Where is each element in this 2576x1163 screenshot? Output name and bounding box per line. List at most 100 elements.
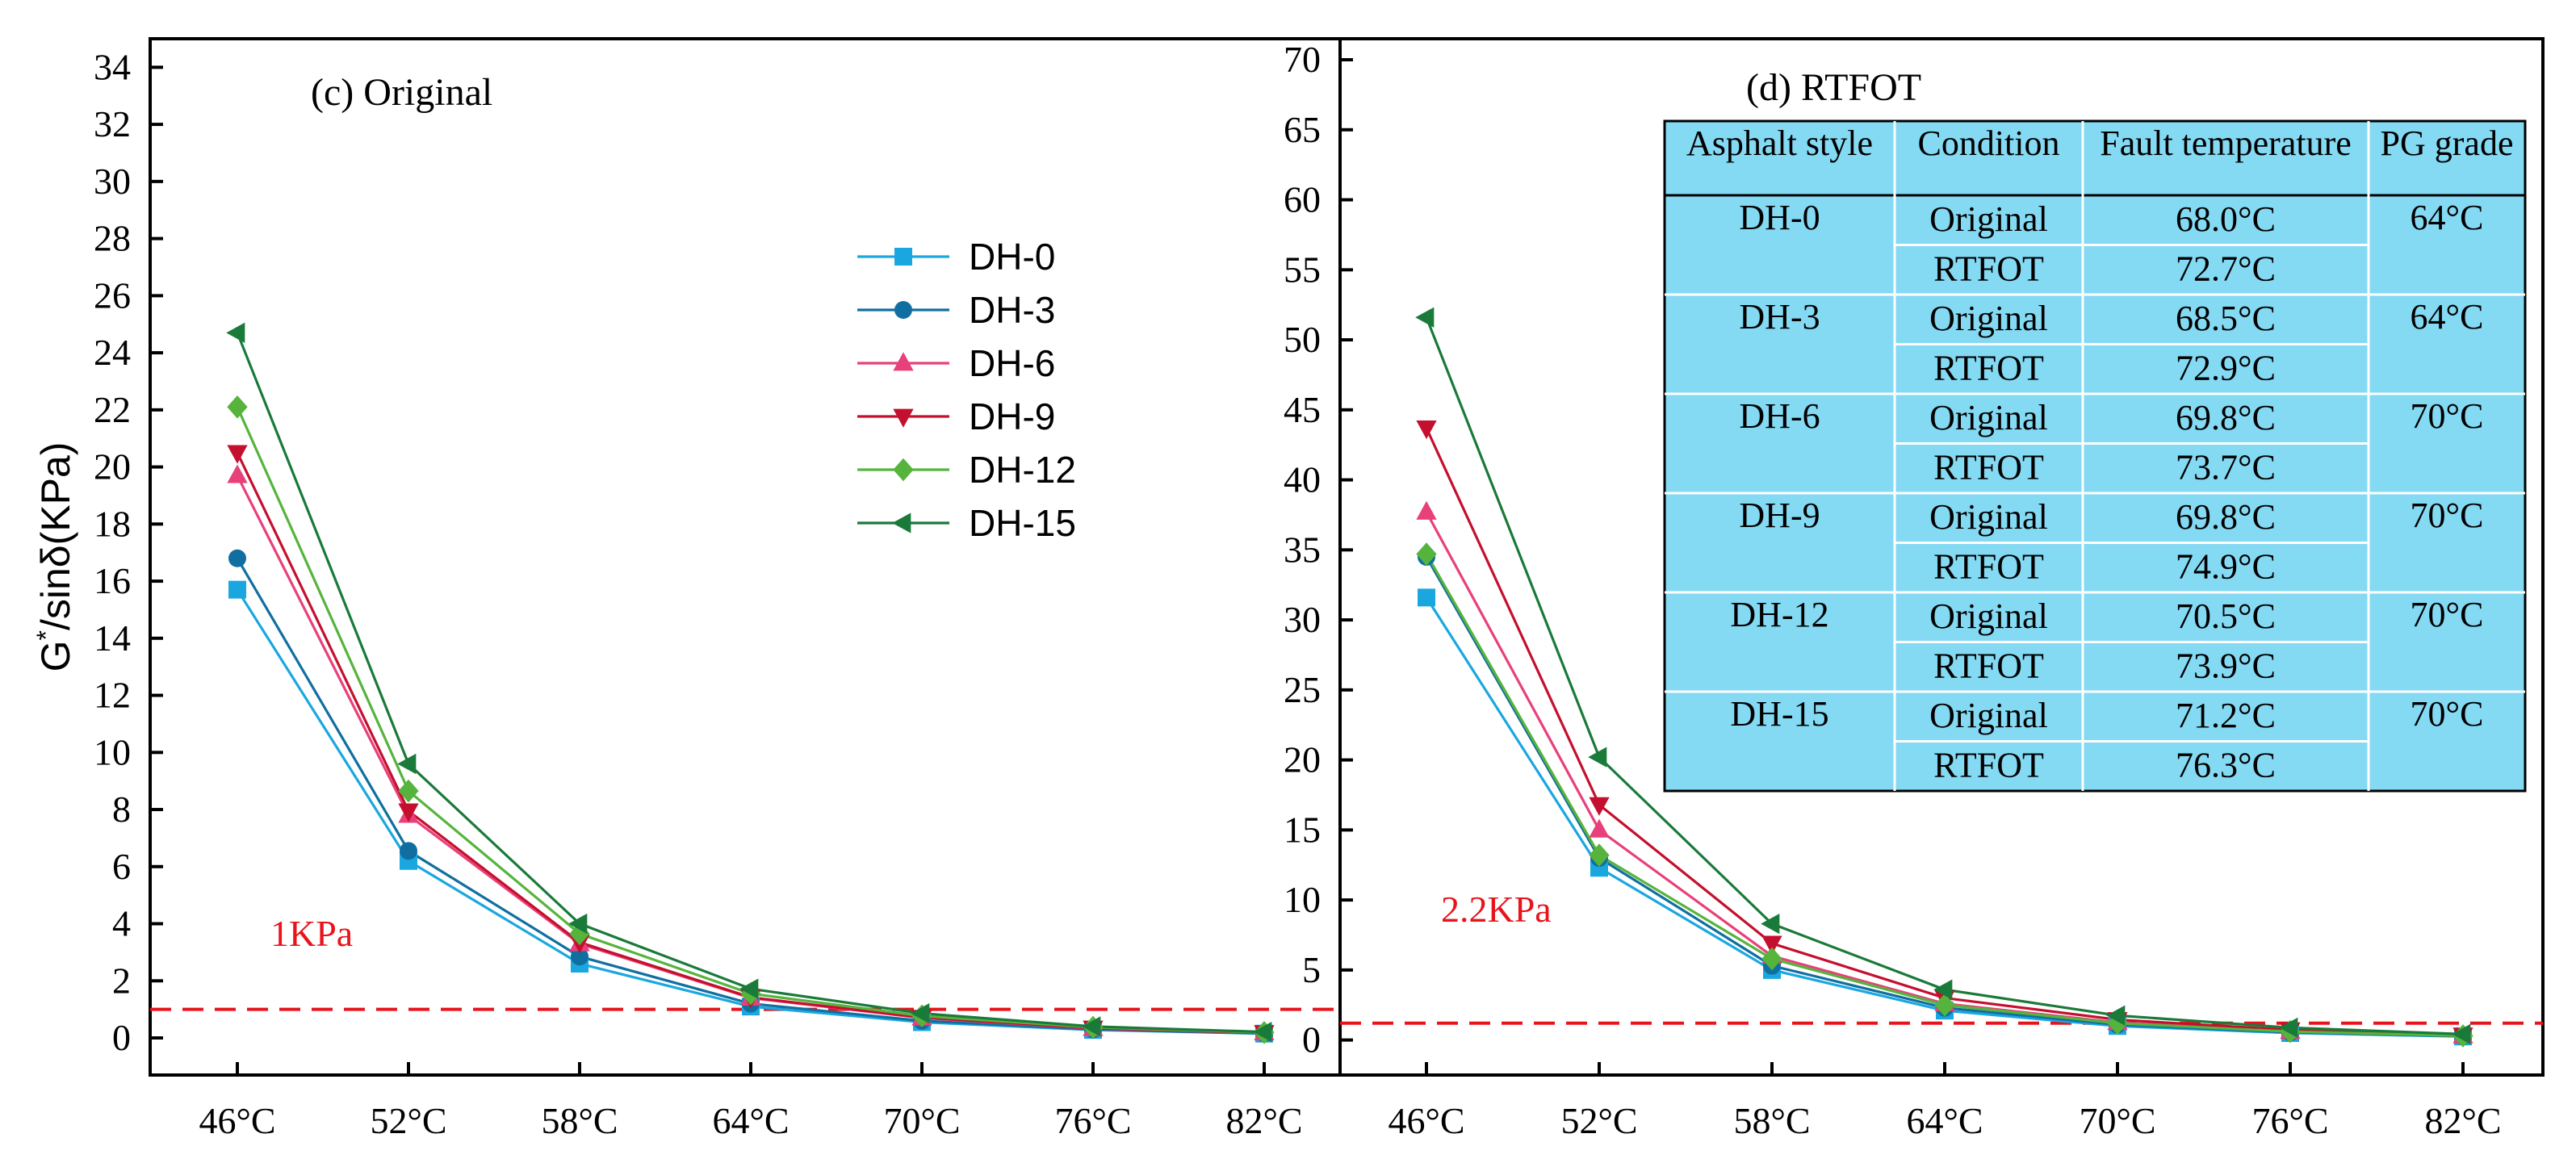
legend-item-dh-3: DH-3: [857, 289, 1055, 331]
panel-d-ytick-label: 0: [1302, 1019, 1321, 1061]
panel-c-point-dh-3-2: [571, 948, 589, 966]
table-background: [1663, 119, 2527, 793]
legend: DH-0 DH-3 DH-6 DH-9 DH-12 DH-15: [857, 236, 1076, 544]
panel-d-xtick-label: 76°C: [2251, 1100, 2328, 1141]
panel-d-point-dh-12-3: [1934, 993, 1955, 1017]
panel-d-xtick-label: 46°C: [1388, 1100, 1464, 1141]
table-cell-style: DH-0: [1739, 198, 1820, 237]
panel-c-ytick-label: 10: [94, 731, 131, 772]
table-cell-temp: 72.9°C: [2176, 349, 2276, 388]
panel-d-xtick-label: 64°C: [1906, 1100, 1983, 1141]
panel-c-point-dh-15-4: [911, 1002, 930, 1024]
table-cell-condition: Original: [1929, 696, 2048, 735]
panel-d-point-dh-15-1: [1588, 747, 1607, 768]
table-cell-condition: Original: [1929, 398, 2048, 437]
table-cell-condition: Original: [1929, 497, 2048, 537]
panel-c-ytick-label: 6: [112, 846, 131, 887]
panel-d-xtick-label: 82°C: [2424, 1100, 2501, 1141]
y-axis-label: G*/sinδ(KPa): [31, 442, 78, 672]
panel-c-series-line-dh-0: [236, 588, 1265, 1035]
panel-c-xtick-label: 70°C: [883, 1100, 960, 1141]
panel-d-series: [1415, 307, 2473, 1048]
panel-d-point-dh-15-0: [1415, 307, 1435, 328]
panel-d-ytick-label: 35: [1284, 529, 1321, 570]
panel-c-series: [226, 322, 1275, 1044]
legend-label: DH-6: [969, 342, 1055, 384]
panel-d-rtfot: 0 5 10 15 20 25 30 35 40 45 50 55 60 65 70 46°C 52°C 58°C…: [1284, 37, 2545, 1141]
panel-d-ytick-label: 25: [1284, 669, 1321, 710]
panel-c-point-dh-15-2: [568, 913, 588, 935]
legend-swatch-marker: [894, 248, 912, 266]
pg-grade-table: Asphalt style Condition Fault temperature P…: [1663, 119, 2527, 793]
panel-c-point-dh-15-1: [397, 753, 417, 775]
table-cell-temp: 73.7°C: [2176, 448, 2276, 487]
panel-c-point-dh-3-0: [228, 549, 246, 567]
panel-c-ytick-label: 16: [94, 560, 131, 601]
table-header-cell: Condition: [1917, 123, 2059, 163]
panel-d-ytick-label: 70: [1284, 39, 1321, 80]
table-cell-condition: RTFOT: [1933, 547, 2044, 587]
table-cell-temp: 71.2°C: [2176, 696, 2276, 735]
panel-c-point-dh-12-0: [227, 395, 248, 419]
table-cell-condition: RTFOT: [1933, 646, 2044, 686]
panel-c-point-dh-9-1: [398, 803, 419, 822]
panel-c-ytick-label: 26: [94, 274, 131, 316]
table-cell-condition: RTFOT: [1933, 448, 2044, 487]
panel-d-point-dh-15-4: [2106, 1005, 2126, 1026]
panel-d-ytick-label: 55: [1284, 249, 1321, 290]
panel-c-ytick-label: 28: [94, 218, 131, 259]
panel-c-ytick-label: 12: [94, 675, 131, 716]
panel-c-point-dh-12-1: [398, 779, 419, 803]
table-cell-condition: Original: [1929, 596, 2048, 636]
legend-label: DH-3: [969, 289, 1055, 331]
table-cell-pg: 70°C: [2411, 595, 2484, 634]
panel-d-point-dh-15-2: [1761, 913, 1780, 935]
panel-c-point-dh-15-0: [226, 322, 245, 343]
panel-c-xtick-label: 58°C: [541, 1100, 618, 1141]
table-cell-temp: 73.9°C: [2176, 646, 2276, 686]
legend-label: DH-9: [969, 395, 1055, 437]
panel-c-series-line-dh-15: [236, 332, 1265, 1034]
panel-c-ytick-label: 18: [94, 503, 131, 544]
panel-c-title: (c) Original: [311, 71, 492, 114]
table-cell-pg: 64°C: [2411, 297, 2484, 337]
panel-d-ytick-label: 5: [1302, 949, 1321, 990]
table-cell-condition: RTFOT: [1933, 249, 2044, 289]
panel-c-series-line-dh-3: [236, 557, 1265, 1035]
legend-swatch-marker: [894, 301, 912, 319]
panel-c-ytick-label: 2: [112, 960, 131, 1001]
panel-c-point-dh-9-0: [227, 445, 248, 464]
panel-c-ytick-label: 22: [94, 389, 131, 430]
legend-item-dh-12: DH-12: [857, 449, 1076, 491]
table-cell-style: DH-6: [1739, 396, 1820, 436]
panel-d-ytick-label: 65: [1284, 109, 1321, 150]
table-header-cell: Asphalt style: [1686, 123, 1873, 163]
table-cell-temp: 72.7°C: [2176, 249, 2276, 289]
panel-c-ytick-label: 20: [94, 446, 131, 487]
y-axis-label-sup: *: [31, 630, 61, 640]
table-cell-pg: 70°C: [2411, 396, 2484, 436]
legend-item-dh-6: DH-6: [857, 342, 1055, 384]
table-cell-temp: 76.3°C: [2176, 746, 2276, 785]
panel-d-threshold-label: 2.2KPa: [1441, 889, 1552, 930]
table-cell-pg: 64°C: [2411, 198, 2484, 237]
legend-swatch-marker: [892, 512, 911, 533]
panel-c-xtick-label: 46°C: [199, 1100, 275, 1141]
table-cell-temp: 68.5°C: [2176, 299, 2276, 338]
panel-d-point-dh-15-5: [2279, 1017, 2298, 1039]
table-cell-style: DH-9: [1739, 496, 1820, 535]
panel-d-xtick-label: 58°C: [1733, 1100, 1810, 1141]
panel-c-ytick-label: 34: [94, 46, 131, 87]
table-cell-condition: RTFOT: [1933, 746, 2044, 785]
panel-d-point-dh-0-0: [1418, 588, 1435, 607]
legend-swatch-marker: [893, 352, 914, 371]
panel-d-point-dh-6-0: [1416, 500, 1437, 520]
table-header-cell: PG grade: [2381, 123, 2514, 163]
panel-d-ytick-label: 60: [1284, 179, 1321, 220]
legend-swatch-marker: [893, 458, 914, 482]
panel-d-ytick-label: 15: [1284, 809, 1321, 850]
panel-c-point-dh-3-1: [400, 842, 417, 860]
table-header-cell: Fault temperature: [2100, 123, 2352, 163]
